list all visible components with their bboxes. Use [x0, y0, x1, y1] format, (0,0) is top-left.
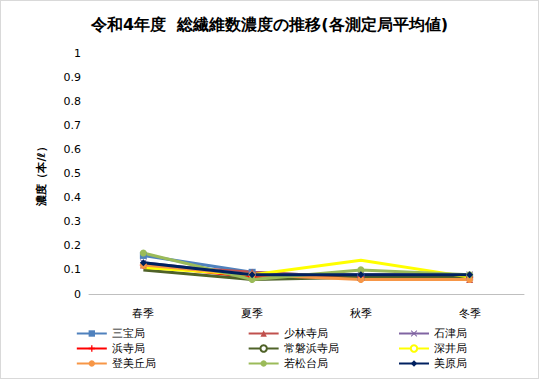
- svg-text:浜寺局: 浜寺局: [112, 342, 145, 355]
- svg-text:濃度（本/ℓ）: 濃度（本/ℓ）: [35, 141, 48, 206]
- svg-text:0.9: 0.9: [64, 71, 82, 84]
- svg-text:0.3: 0.3: [64, 215, 82, 228]
- svg-text:夏季: 夏季: [241, 307, 263, 320]
- svg-text:0.5: 0.5: [64, 167, 82, 180]
- svg-text:令和4年度 総繊維数濃度の推移(各測定局平均値): 令和4年度 総繊維数濃度の推移(各測定局平均値): [90, 15, 448, 34]
- svg-text:0.6: 0.6: [64, 143, 82, 156]
- svg-text:冬季: 冬季: [459, 307, 481, 320]
- svg-text:0.2: 0.2: [64, 239, 82, 252]
- svg-text:美原局: 美原局: [434, 357, 467, 370]
- svg-text:1: 1: [74, 47, 81, 60]
- svg-text:少林寺局: 少林寺局: [284, 327, 328, 340]
- svg-text:秋季: 秋季: [350, 307, 372, 320]
- svg-text:0.4: 0.4: [64, 191, 82, 204]
- svg-text:常磐浜寺局: 常磐浜寺局: [284, 342, 339, 355]
- svg-text:0.7: 0.7: [64, 119, 82, 132]
- svg-text:春季: 春季: [132, 307, 154, 320]
- svg-text:0: 0: [74, 288, 81, 301]
- svg-text:深井局: 深井局: [434, 342, 467, 355]
- svg-text:0.1: 0.1: [64, 263, 82, 276]
- svg-text:登美丘局: 登美丘局: [112, 357, 156, 370]
- svg-text:三宝局: 三宝局: [112, 327, 145, 340]
- svg-text:若松台局: 若松台局: [284, 357, 328, 370]
- svg-text:0.8: 0.8: [64, 95, 82, 108]
- svg-text:石津局: 石津局: [434, 327, 467, 340]
